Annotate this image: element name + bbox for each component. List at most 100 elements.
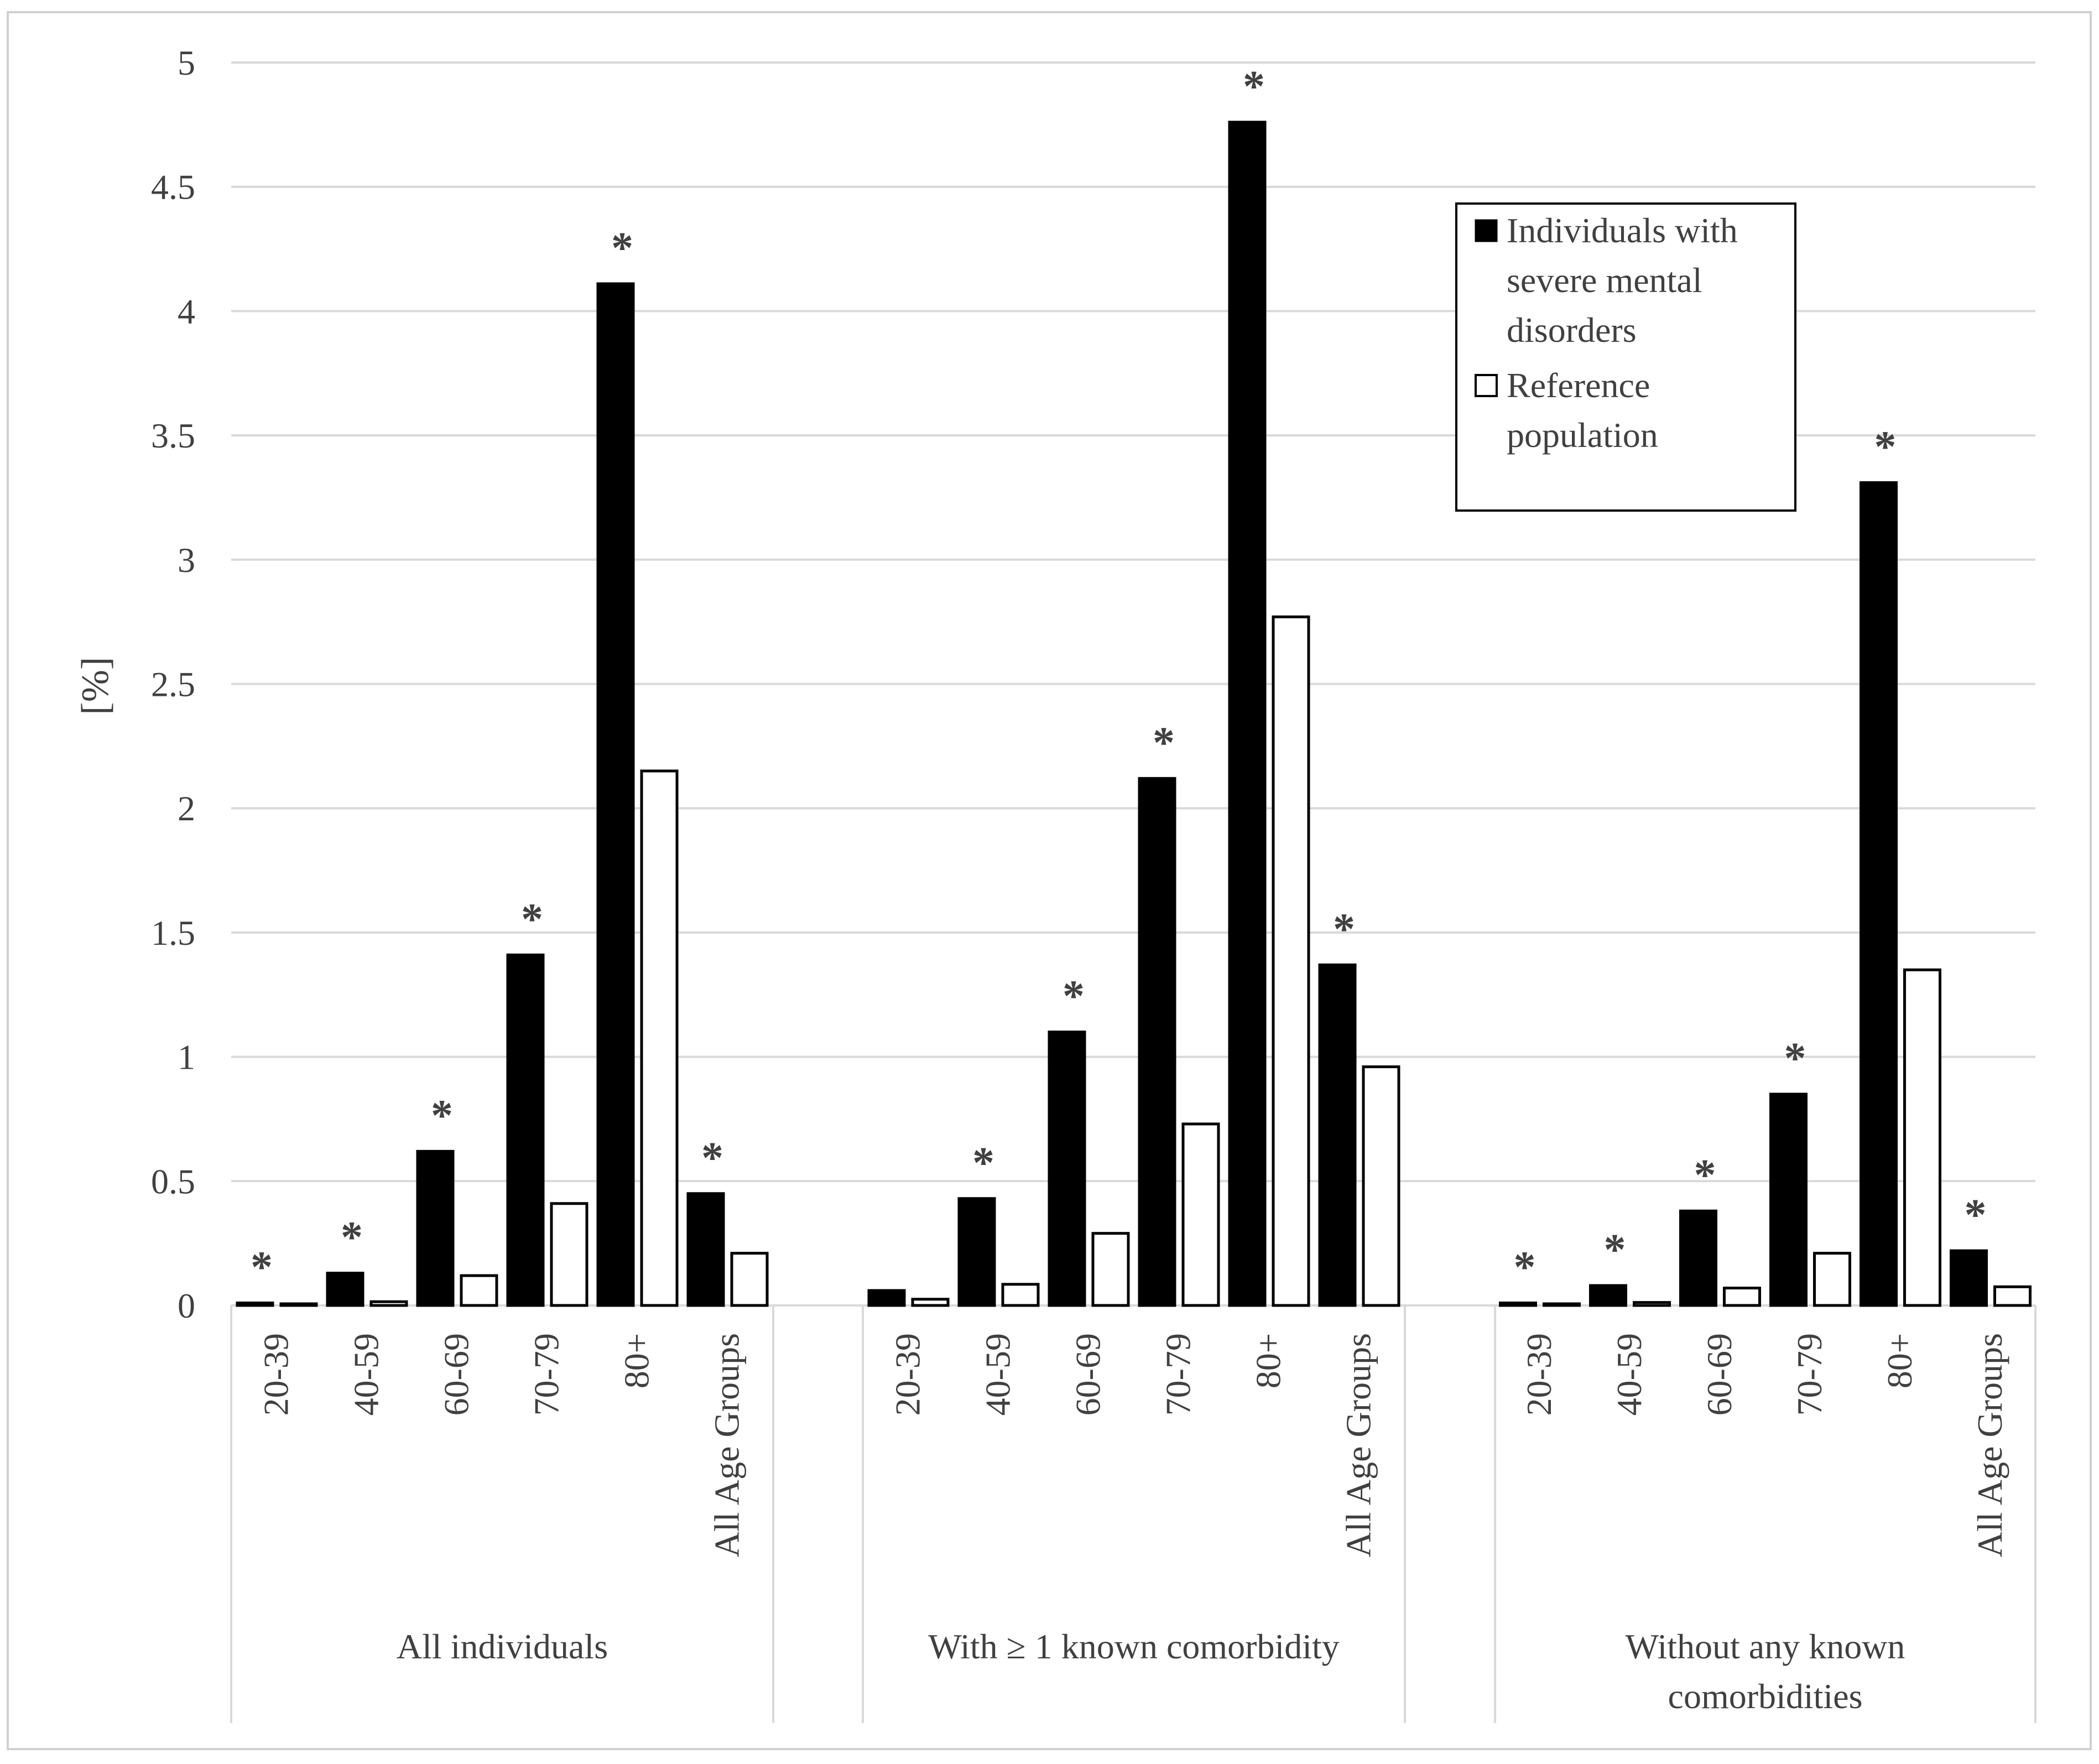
bar-smd bbox=[1228, 121, 1267, 1307]
significance-star: * bbox=[1243, 63, 1265, 111]
x-tick-label: 70-79 bbox=[527, 1333, 566, 1416]
x-tick-label: 40-59 bbox=[978, 1333, 1018, 1416]
y-tick-label: 3.5 bbox=[151, 416, 195, 455]
y-tick-label: 1.5 bbox=[151, 913, 195, 953]
x-tick-label: 20-39 bbox=[1519, 1333, 1559, 1416]
bar-smd bbox=[416, 1149, 455, 1307]
group-label-line-1: All individuals bbox=[397, 1627, 608, 1666]
y-tick-label: 2.5 bbox=[151, 665, 195, 704]
bar-smd bbox=[867, 1289, 906, 1307]
group-label-line-1: With ≥ 1 known comorbidity bbox=[928, 1627, 1340, 1666]
x-tick-label: All Age Groups bbox=[1970, 1333, 2009, 1557]
bar-reference bbox=[1903, 968, 1941, 1307]
group-label: All individuals bbox=[397, 1627, 608, 1666]
bar-reference bbox=[1272, 615, 1310, 1307]
significance-star: * bbox=[1062, 972, 1085, 1021]
bar-reference bbox=[279, 1302, 318, 1307]
significance-star: * bbox=[611, 224, 633, 273]
bar-reference bbox=[1633, 1301, 1671, 1307]
x-tick-label: 60-69 bbox=[437, 1333, 476, 1416]
x-tick-label: All Age Groups bbox=[707, 1333, 747, 1557]
legend-label-smd: Individuals with severe mental disorders bbox=[1507, 211, 1747, 350]
x-tick-label: 40-59 bbox=[347, 1333, 386, 1416]
significance-markers: * * * * * * * * * * * * * * * * * bbox=[251, 63, 1987, 1292]
bar-reference bbox=[730, 1252, 769, 1307]
x-tick-label: 70-79 bbox=[1159, 1333, 1198, 1416]
x-tick-label: 60-69 bbox=[1069, 1333, 1108, 1416]
legend-label-smd-line-1: Individuals with bbox=[1507, 211, 1738, 250]
y-tick-label: 0 bbox=[178, 1286, 195, 1325]
significance-star: * bbox=[1604, 1226, 1626, 1274]
bar-reference bbox=[1001, 1283, 1040, 1307]
bars bbox=[236, 121, 2032, 1307]
y-tick-label: 5 bbox=[178, 43, 195, 82]
legend-swatch-smd bbox=[1475, 219, 1498, 242]
bar-reference bbox=[1091, 1232, 1130, 1307]
bar-reference bbox=[911, 1298, 950, 1307]
bar-smd bbox=[957, 1197, 996, 1307]
bar-reference bbox=[369, 1300, 408, 1307]
legend-box bbox=[1455, 202, 1796, 512]
bar-reference bbox=[1723, 1287, 1761, 1307]
bar-smd bbox=[1589, 1284, 1627, 1307]
x-tick-label: 20-39 bbox=[888, 1333, 928, 1416]
legend: Individuals with severe mental disorders… bbox=[1455, 202, 1796, 512]
x-tick-label: 40-59 bbox=[1610, 1333, 1649, 1416]
x-tick-label: All Age Groups bbox=[1339, 1333, 1378, 1557]
bar-reference bbox=[1362, 1065, 1400, 1307]
bar-smd bbox=[686, 1192, 725, 1307]
legend-label-reference: Reference population bbox=[1507, 366, 1659, 455]
bar-smd bbox=[1138, 777, 1176, 1307]
x-tick-label: 60-69 bbox=[1700, 1333, 1739, 1416]
significance-star: * bbox=[1153, 719, 1175, 767]
x-tick-label: 80+ bbox=[1249, 1333, 1288, 1388]
bar-smd bbox=[1318, 963, 1357, 1307]
bar-smd bbox=[1860, 481, 1898, 1307]
y-tick-label: 3 bbox=[178, 540, 195, 580]
y-axis-tick-labels: 0 0.5 1 1.5 2 2.5 3 3.5 4 4.5 5 bbox=[151, 43, 195, 1325]
significance-star: * bbox=[1694, 1151, 1716, 1200]
significance-star: * bbox=[972, 1139, 994, 1188]
legend-swatch-reference bbox=[1475, 374, 1498, 397]
bar-smd bbox=[1769, 1092, 1808, 1307]
x-tick-label: 70-79 bbox=[1790, 1333, 1829, 1416]
bar-smd bbox=[1679, 1209, 1717, 1307]
x-tick-label: 20-39 bbox=[257, 1333, 296, 1416]
significance-star: * bbox=[1333, 905, 1355, 954]
bar-reference bbox=[1181, 1122, 1220, 1307]
y-tick-label: 4 bbox=[178, 292, 195, 331]
significance-star: * bbox=[341, 1214, 363, 1262]
significance-star: * bbox=[1784, 1034, 1806, 1083]
significance-star: * bbox=[1965, 1191, 1987, 1240]
bar-reference bbox=[1993, 1285, 2032, 1307]
significance-star: * bbox=[1514, 1243, 1536, 1292]
x-axis-category-labels: 20-39 40-59 60-69 70-79 80+ All Age Groups 20-… bbox=[257, 1333, 2010, 1557]
legend-label-smd-line-3: disorders bbox=[1507, 310, 1637, 350]
x-tick-label: 80+ bbox=[1880, 1333, 1919, 1388]
bar-reference bbox=[1813, 1252, 1851, 1307]
bar-smd bbox=[596, 282, 635, 1307]
bar-smd bbox=[236, 1302, 274, 1307]
y-tick-label: 4.5 bbox=[151, 168, 195, 207]
significance-star: * bbox=[521, 895, 543, 944]
bar-smd bbox=[1950, 1249, 1988, 1307]
legend-label-smd-line-2: severe mental bbox=[1507, 261, 1702, 300]
significance-star: * bbox=[1874, 423, 1897, 471]
significance-star: * bbox=[431, 1091, 453, 1140]
bar-reference bbox=[460, 1274, 498, 1307]
bar-reference bbox=[640, 769, 679, 1307]
group-label: With ≥ 1 known comorbidity bbox=[928, 1627, 1340, 1666]
y-tick-label: 0.5 bbox=[151, 1162, 195, 1201]
group-label-line-2: comorbidities bbox=[1668, 1677, 1863, 1716]
bar-smd bbox=[1048, 1031, 1086, 1307]
group-label: Without any known comorbidities bbox=[1626, 1627, 1905, 1716]
bar-smd bbox=[326, 1272, 364, 1307]
bar-smd bbox=[1499, 1302, 1537, 1307]
legend-label-reference-line-2: population bbox=[1507, 415, 1658, 455]
bar-reference bbox=[550, 1202, 588, 1307]
group-label-line-1: Without any known bbox=[1626, 1627, 1905, 1666]
x-tick-label: 80+ bbox=[617, 1333, 657, 1388]
significance-star: * bbox=[701, 1134, 723, 1183]
